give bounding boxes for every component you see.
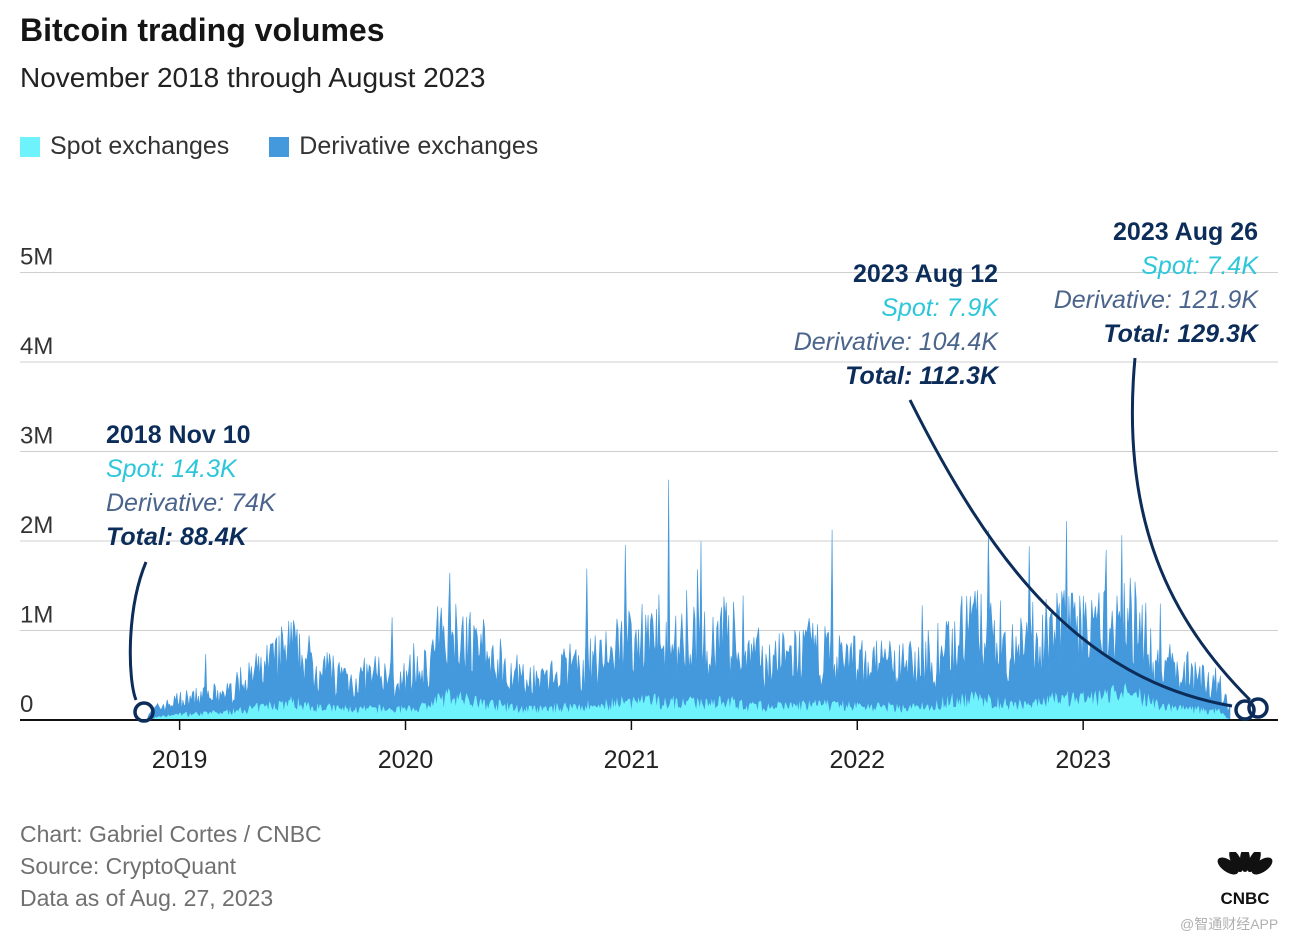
annotation-marker bbox=[1247, 697, 1269, 719]
legend-swatch-derivative bbox=[269, 136, 290, 157]
x-tick-label: 2022 bbox=[829, 746, 885, 774]
cnbc-logo-text: CNBC bbox=[1220, 889, 1269, 908]
footer: Chart: Gabriel Cortes / CNBC Source: Cry… bbox=[20, 818, 322, 914]
annotation-text: 2023 Aug 26 bbox=[1113, 218, 1258, 246]
legend-item-spot: Spot exchanges bbox=[20, 132, 229, 161]
chart-area: 0 1M 2M 3M 4M 5M 2019 2020 2021 2022 2023 2018 Nov … bbox=[20, 218, 1278, 774]
legend-item-derivative: Derivative exchanges bbox=[269, 132, 538, 161]
y-tick-label: 3M bbox=[20, 423, 53, 450]
annotation-text: 2023 Aug 12 bbox=[853, 260, 998, 288]
annotation-text: Spot: 14.3K bbox=[106, 455, 238, 483]
y-tick-label: 5M bbox=[20, 244, 53, 271]
y-tick-label: 0 bbox=[20, 691, 33, 718]
x-tick-label: 2023 bbox=[1055, 746, 1111, 774]
footer-credit: Chart: Gabriel Cortes / CNBC bbox=[20, 821, 322, 847]
legend: Spot exchanges Derivative exchanges bbox=[20, 132, 538, 161]
legend-swatch-spot bbox=[20, 136, 40, 157]
annotation-leader-line bbox=[908, 399, 1233, 708]
footer-source: Source: CryptoQuant bbox=[20, 853, 237, 879]
annotation-text: Spot: 7.4K bbox=[1141, 252, 1259, 280]
y-tick-label: 1M bbox=[20, 602, 53, 629]
chart-title: Bitcoin trading volumes bbox=[20, 12, 385, 48]
annotation-text: Total: 112.3K bbox=[845, 362, 1000, 390]
derivative-area bbox=[147, 479, 1231, 721]
annotation-leader-line bbox=[1130, 357, 1252, 702]
annotation-text: Derivative: 74K bbox=[106, 489, 277, 517]
annotation-text: Total: 88.4K bbox=[106, 523, 249, 551]
annotation-text: Derivative: 104.4K bbox=[794, 328, 1000, 356]
annotation-text: Derivative: 121.9K bbox=[1054, 286, 1260, 314]
annotation-text: Total: 129.3K bbox=[1103, 320, 1260, 348]
legend-label-spot: Spot exchanges bbox=[50, 132, 230, 160]
watermark: @智通财经APP bbox=[1180, 916, 1279, 932]
x-tick-label: 2021 bbox=[604, 746, 660, 774]
y-tick-label: 2M bbox=[20, 512, 53, 539]
x-tick-label: 2020 bbox=[378, 746, 434, 774]
cnbc-peacock-logo: CNBC bbox=[1217, 852, 1273, 908]
x-tick-label: 2019 bbox=[152, 746, 208, 774]
chart-subtitle: November 2018 through August 2023 bbox=[20, 62, 486, 93]
annotation-marker bbox=[1234, 699, 1256, 721]
spot-area bbox=[148, 682, 1230, 720]
legend-label-derivative: Derivative exchanges bbox=[299, 132, 539, 160]
footer-asof: Data as of Aug. 27, 2023 bbox=[20, 885, 274, 911]
annotation-leader-line bbox=[128, 561, 148, 701]
annotation-marker bbox=[133, 701, 155, 723]
y-tick-label: 4M bbox=[20, 333, 53, 360]
annotation-text: 2018 Nov 10 bbox=[106, 421, 251, 449]
annotation-text: Spot: 7.9K bbox=[881, 294, 999, 322]
